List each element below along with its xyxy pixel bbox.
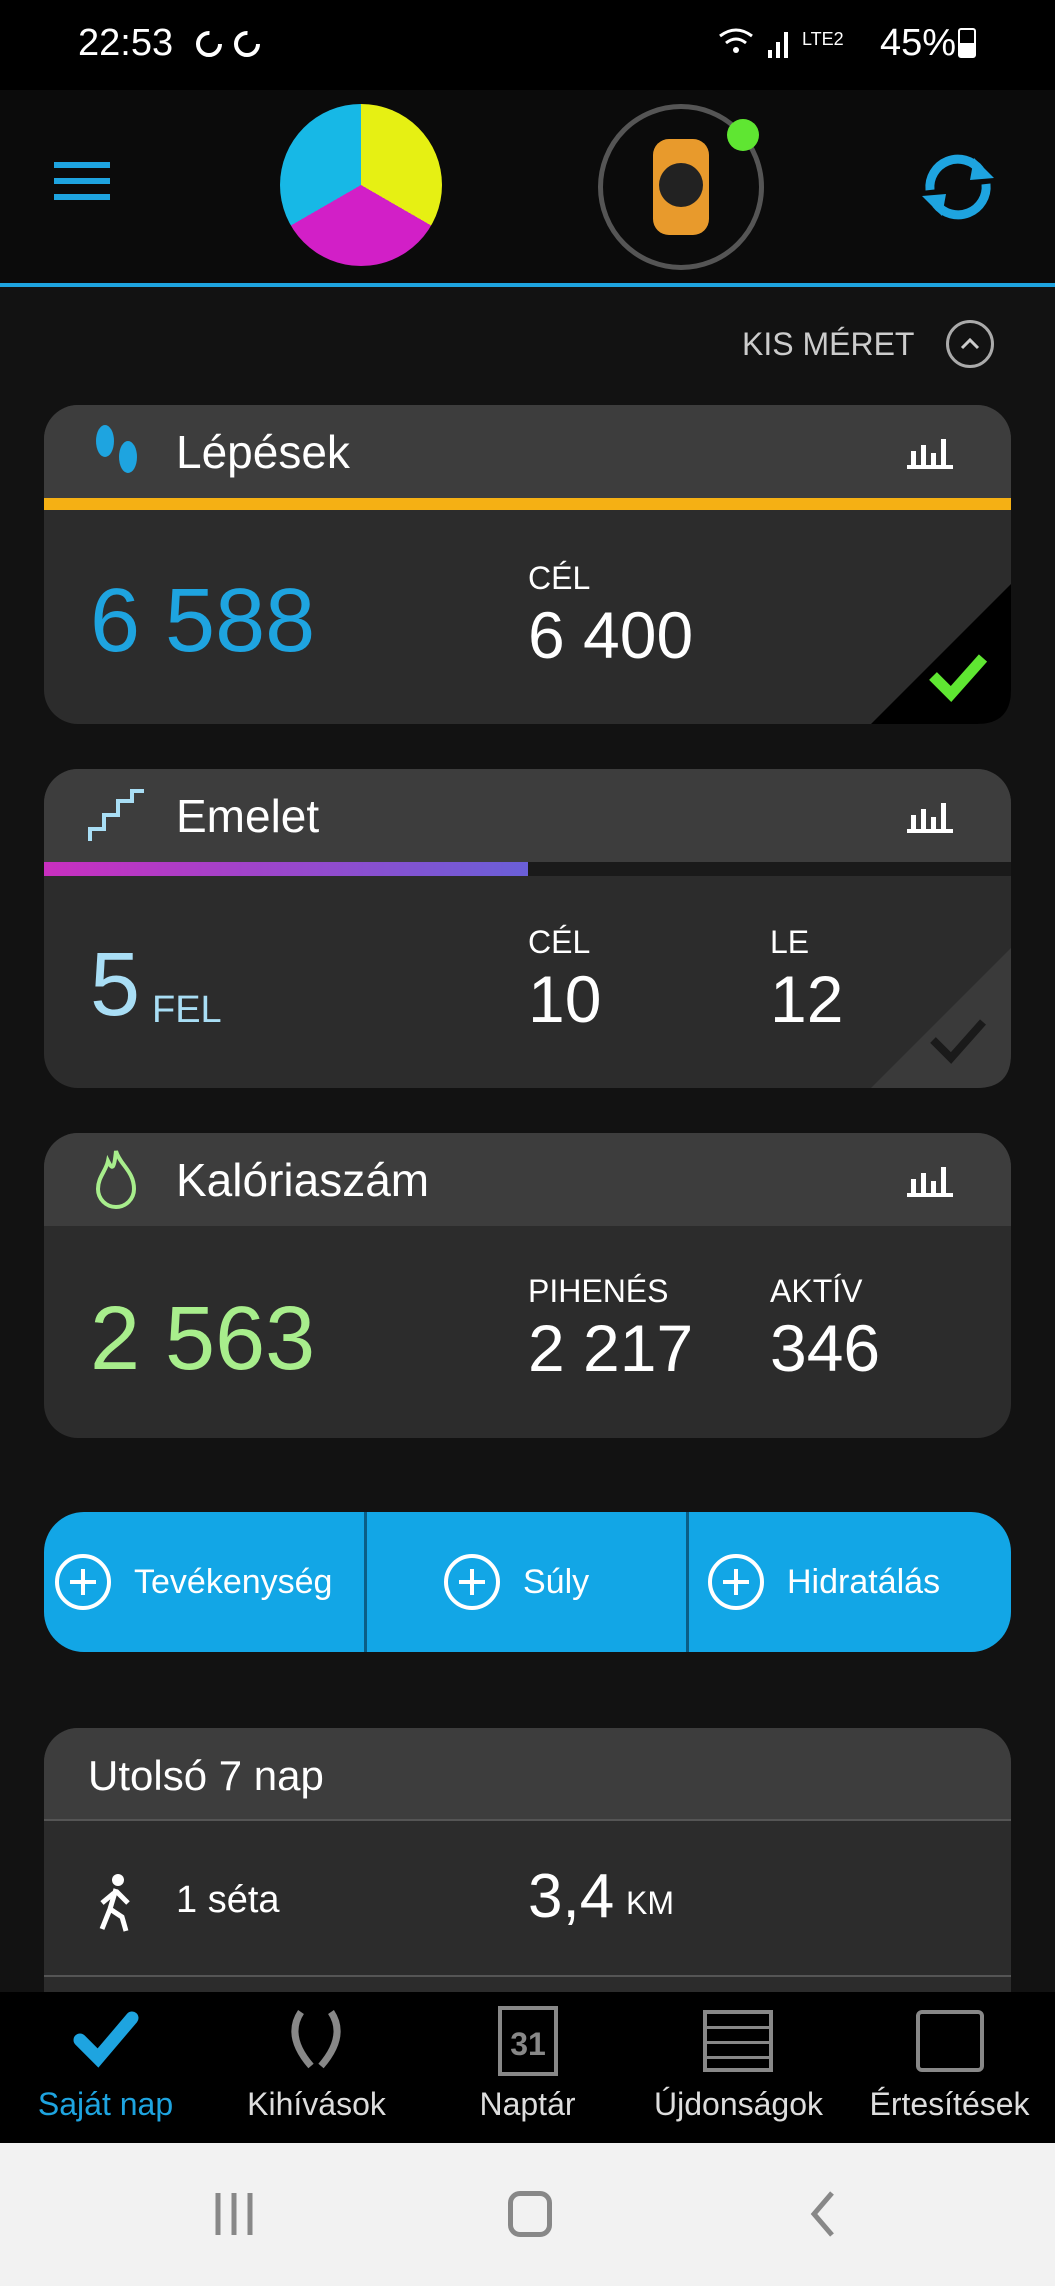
network-label: LTE2: [802, 29, 844, 49]
home-icon[interactable]: [508, 2191, 552, 2237]
chart-icon[interactable]: [907, 435, 953, 469]
goal-corner: [871, 948, 1011, 1088]
app-header: [0, 90, 1055, 287]
plus-icon: [444, 1554, 500, 1610]
add-activity-button[interactable]: Tevékenység: [44, 1512, 367, 1652]
nav-label: Saját nap: [37, 2086, 174, 2122]
sync-status-icon: [196, 31, 260, 57]
footprints-icon: [96, 425, 137, 473]
floors-down: 12: [770, 962, 844, 1036]
chart-icon[interactable]: [907, 799, 953, 833]
rest-calories: 2 217: [528, 1311, 694, 1385]
recent-apps-icon[interactable]: [212, 2191, 256, 2237]
steps-value: 6 588: [90, 571, 316, 671]
flame-icon: [95, 1150, 137, 1209]
add-weight-button[interactable]: Súly: [367, 1512, 689, 1652]
activity-label: 1 séta: [176, 1879, 280, 1921]
walking-icon: [99, 1874, 130, 1932]
bottom-nav: [0, 1992, 1055, 2143]
last-7-days-header: Utolsó 7 nap: [44, 1728, 1011, 1821]
floors-value: 5: [90, 935, 141, 1035]
battery-icon: [958, 28, 976, 58]
list-item[interactable]: 1 séta 3,4 KM: [44, 1823, 1011, 1977]
steps-card-header: Lépések: [44, 405, 1011, 498]
calories-card[interactable]: Kalóriaszám 2 563 PIHENÉS 2 217 AKTÍV 34…: [44, 1133, 1011, 1438]
triathlon-logo[interactable]: [280, 104, 442, 266]
active-label: AKTÍV: [770, 1273, 863, 1309]
steps-progress-bar: [44, 498, 1011, 510]
newspaper-icon: [703, 2010, 773, 2072]
calories-title: Kalóriaszám: [176, 1154, 430, 1206]
nav-challenges[interactable]: Kihívások: [211, 1992, 422, 2143]
button-label: Súly: [523, 1562, 590, 1601]
distance-unit: KM: [626, 1885, 674, 1921]
floors-unit: FEL: [152, 989, 222, 1031]
calories-value: 2 563: [90, 1289, 316, 1389]
nav-my-day[interactable]: Saját nap: [0, 1992, 211, 2143]
steps-card[interactable]: Lépések 6 588 CÉL 6 400: [44, 405, 1011, 724]
rest-label: PIHENÉS: [528, 1273, 669, 1309]
button-label: Tevékenység: [134, 1562, 333, 1601]
steps-title: Lépések: [176, 426, 350, 478]
system-nav-bar: [0, 2143, 1055, 2286]
battery-level: 45%: [880, 22, 957, 64]
goal-label: CÉL: [528, 560, 591, 596]
sync-icon[interactable]: [916, 150, 1000, 224]
calories-card-header: Kalóriaszám: [44, 1133, 1011, 1226]
goal-corner: [871, 584, 1011, 724]
nav-notifications[interactable]: Értesítések: [844, 1992, 1055, 2143]
laurel-icon: [291, 2010, 341, 2069]
size-toggle-label[interactable]: KIS MÉRET: [742, 326, 915, 362]
nav-label: Újdonságok: [654, 2086, 823, 2122]
device-button[interactable]: [598, 104, 764, 270]
plus-icon: [708, 1554, 764, 1610]
floors-card[interactable]: Emelet 5 FEL CÉL 10 LE 12: [44, 769, 1011, 1088]
quick-add-bar: Tevékenység Súly Hidratálás: [44, 1512, 1011, 1652]
floors-progress-track: [44, 862, 1011, 876]
floors-goal: 10: [528, 962, 602, 1036]
distance-value: 3,4: [528, 1862, 615, 1931]
chart-icon[interactable]: [907, 1163, 953, 1197]
calendar-icon: 31: [498, 2006, 558, 2076]
plus-icon: [55, 1554, 111, 1610]
add-hydration-button[interactable]: Hidratálás: [689, 1512, 1011, 1652]
clock: 22:53: [78, 22, 174, 64]
last-7-days-card[interactable]: Utolsó 7 nap 1 séta 3,4 KM: [44, 1728, 1011, 1992]
nav-label: Kihívások: [247, 2086, 386, 2122]
floors-progress-fill: [44, 862, 528, 876]
nav-label: Naptár: [479, 2086, 576, 2122]
floors-card-header: Emelet: [44, 769, 1011, 862]
connected-indicator: [727, 119, 759, 151]
status-bar: 22:53 LTE2 45%: [0, 0, 1055, 90]
check-icon: [929, 654, 988, 703]
steps-goal: 6 400: [528, 598, 694, 672]
last-7-days-title: Utolsó 7 nap: [88, 1752, 324, 1799]
stairs-icon: [88, 789, 144, 841]
check-icon: [73, 2011, 139, 2068]
nav-news[interactable]: Újdonságok: [633, 1992, 844, 2143]
chevron-up-glyph: [960, 337, 980, 350]
signal-icon: [719, 28, 788, 58]
calendar-day: 31: [510, 2026, 546, 2062]
goal-label: CÉL: [528, 924, 591, 960]
inbox-icon: [916, 2010, 984, 2072]
floors-title: Emelet: [176, 790, 320, 842]
active-calories: 346: [770, 1311, 881, 1385]
chevron-up-icon[interactable]: [946, 320, 994, 368]
nav-label: Értesítések: [869, 2086, 1030, 2122]
check-icon: [930, 1019, 986, 1064]
back-icon[interactable]: [808, 2191, 838, 2237]
hamburger-icon[interactable]: [54, 162, 110, 208]
button-label: Hidratálás: [787, 1562, 941, 1601]
down-label: LE: [770, 924, 810, 960]
watch-icon: [653, 139, 709, 235]
nav-calendar[interactable]: 31 Naptár: [422, 1992, 633, 2143]
